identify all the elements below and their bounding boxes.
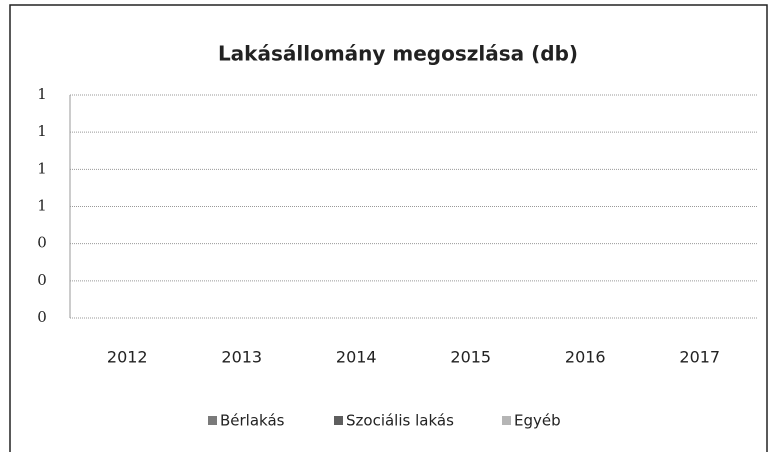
chart-frame: [9, 4, 768, 452]
legend-label: Egyéb: [514, 412, 561, 430]
legend-label: Bérlakás: [220, 412, 285, 430]
x-tick-label: 2012: [107, 348, 148, 367]
y-tick-label: 1: [37, 159, 47, 177]
legend-swatch: [208, 416, 217, 425]
x-tick-label: 2017: [679, 348, 720, 367]
y-tick-label: 1: [37, 197, 47, 215]
y-tick-label: 1: [37, 85, 47, 103]
x-tick-label: 2014: [336, 348, 377, 367]
y-tick-label: 0: [37, 234, 47, 252]
x-tick-label: 2016: [565, 348, 606, 367]
y-tick-label: 0: [37, 271, 47, 289]
legend-label: Szociális lakás: [346, 412, 454, 430]
legend-swatch: [334, 416, 343, 425]
legend-swatch: [502, 416, 511, 425]
x-tick-label: 2015: [450, 348, 491, 367]
y-tick-label: 0: [37, 308, 47, 326]
chart-title: Lakásállomány megoszlása (db): [218, 42, 578, 66]
x-tick-label: 2013: [221, 348, 262, 367]
y-tick-label: 1: [37, 122, 47, 140]
